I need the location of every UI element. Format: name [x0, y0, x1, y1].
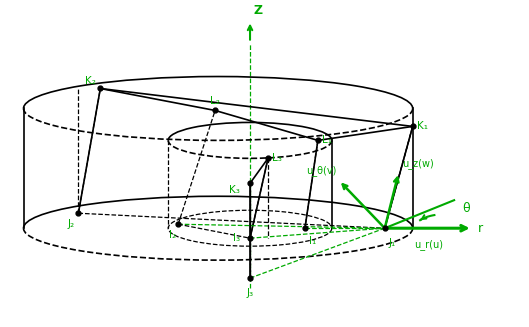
Text: J₁: J₁	[389, 238, 396, 248]
Text: u_θ(v): u_θ(v)	[306, 165, 337, 176]
Text: r: r	[478, 222, 482, 235]
Text: u_z(w): u_z(w)	[402, 158, 433, 169]
Text: L₂: L₂	[210, 96, 220, 107]
Text: I₂: I₂	[169, 230, 176, 240]
Text: J₂: J₂	[67, 219, 75, 229]
Text: I₃: I₃	[233, 233, 240, 243]
Text: L₁: L₁	[322, 135, 332, 146]
Text: K₂: K₂	[86, 76, 96, 85]
Text: θ: θ	[462, 202, 470, 215]
Text: u_r(u): u_r(u)	[414, 239, 443, 250]
Text: Z: Z	[253, 4, 262, 17]
Text: K₁: K₁	[417, 121, 427, 131]
Text: L₃: L₃	[272, 153, 282, 164]
Text: I₁: I₁	[309, 236, 316, 246]
Text: K₃: K₃	[229, 185, 240, 195]
Text: J₃: J₃	[247, 288, 253, 298]
